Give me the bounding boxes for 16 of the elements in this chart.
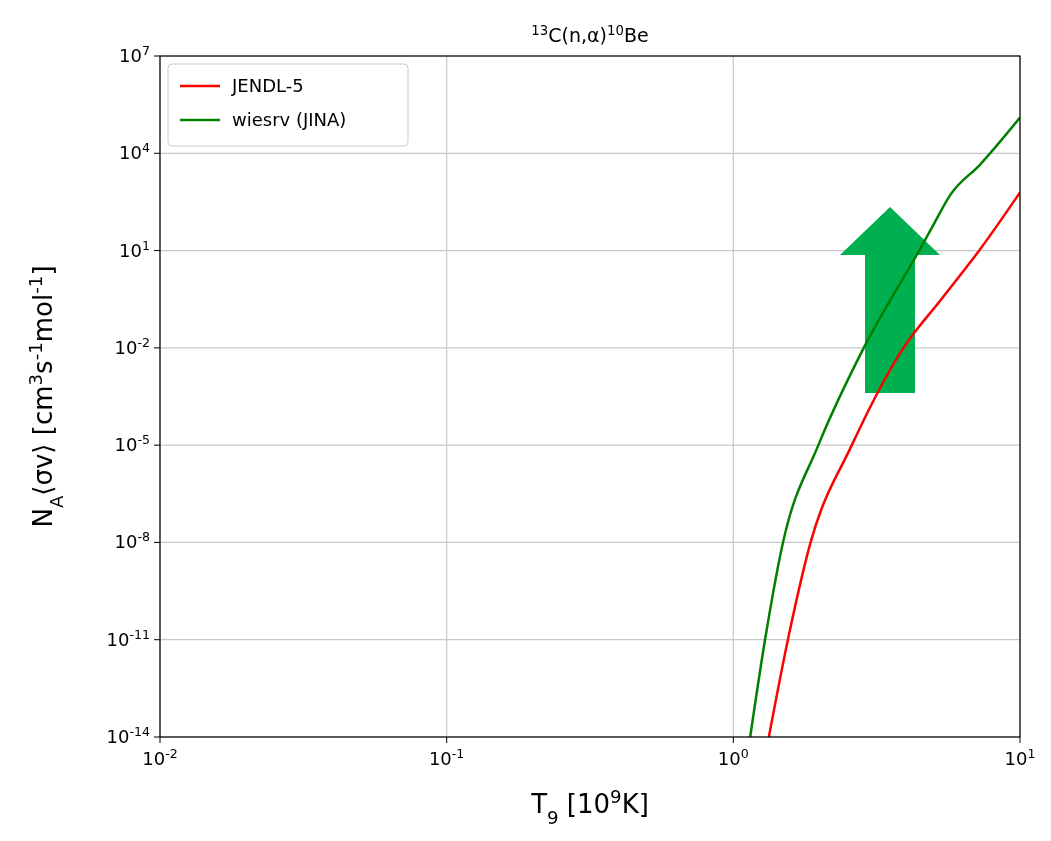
x-tick-label: 10$^{0}$ xyxy=(717,745,749,769)
y-tick-label: 10$^{4}$ xyxy=(119,139,150,164)
y-tick-label: 10$^{-14}$ xyxy=(106,723,150,747)
y-tick-label: 10$^{-5}$ xyxy=(114,431,150,456)
y-tick-label: 10$^{1}$ xyxy=(119,237,150,261)
x-tick-label: 10$^{1}$ xyxy=(1004,745,1036,769)
y-tick-label: 10$^{-11}$ xyxy=(106,626,150,650)
y-tick-label: 10$^{-8}$ xyxy=(114,528,150,553)
x-tick-label: 10$^{-2}$ xyxy=(142,745,178,769)
legend-label: wiesrv (JINA) xyxy=(232,109,347,130)
legend-label: JENDL-5 xyxy=(231,75,304,96)
y-tick-label: 10$^{-2}$ xyxy=(114,334,150,358)
chart-title: $^{13}$C(n,α)$^{10}$Be xyxy=(531,22,649,46)
x-tick-label: 10$^{-1}$ xyxy=(428,745,465,769)
y-tick-label: 10$^{7}$ xyxy=(119,42,150,66)
x-axis-title: T$_{9}$ [10$^{9}$K] xyxy=(530,785,649,828)
